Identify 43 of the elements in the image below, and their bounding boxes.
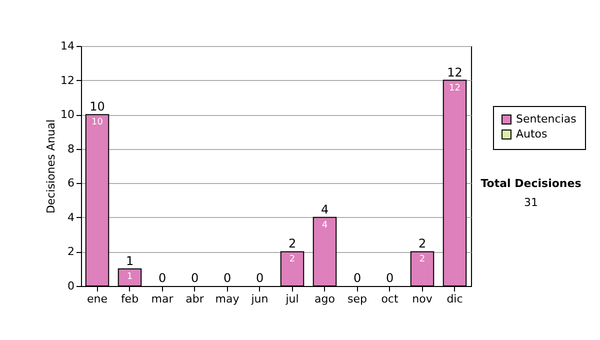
x-tick-label: abr: [186, 292, 204, 306]
total-label: 0: [386, 271, 394, 285]
y-tick-label: 8: [68, 142, 74, 156]
total-label: 2: [288, 236, 296, 251]
y-tick-label: 6: [68, 176, 74, 190]
x-tick-label: oct: [381, 292, 399, 306]
data-label: 10: [92, 118, 104, 128]
total-label: 1: [126, 254, 134, 268]
total-label: 0: [353, 271, 362, 285]
legend-label: Autos: [516, 128, 548, 140]
y-tick-label: 12: [60, 74, 74, 87]
data-label: 2: [419, 254, 426, 265]
x-tick-label: mar: [151, 292, 174, 306]
total-label: 0: [223, 271, 232, 285]
total-label: 10: [90, 100, 105, 114]
x-tick-label: dic: [446, 292, 463, 306]
data-label: 2: [289, 254, 296, 265]
y-tick-label: 14: [60, 40, 74, 52]
y-tick-label: 0: [68, 280, 74, 292]
legend-label: Sentencias: [516, 112, 577, 126]
x-tick-label: sep: [348, 292, 368, 306]
x-tick-label: feb: [120, 292, 139, 306]
total-label: 2: [418, 236, 426, 251]
x-tick-label: jul: [284, 292, 299, 306]
y-tick-label: 10: [60, 108, 74, 122]
x-tick-label: ene: [86, 292, 108, 306]
total-label: 4: [320, 202, 329, 216]
data-label: 4: [322, 220, 328, 230]
y-tick-label: 4: [68, 210, 74, 224]
data-label: 12: [449, 83, 460, 94]
total-label: 0: [190, 271, 199, 285]
text: Total Decisiones: [480, 177, 582, 190]
total-label: 0: [256, 271, 264, 285]
data-label: 1: [126, 272, 133, 282]
x-tick-label: nov: [412, 292, 433, 306]
text: 31: [524, 196, 538, 209]
x-tick-label: ago: [314, 292, 336, 306]
x-tick-label: jun: [250, 292, 268, 306]
y-axis-title: Decisiones Anual: [44, 119, 58, 214]
x-tick-label: may: [215, 292, 240, 306]
y-tick-label: 2: [68, 245, 74, 258]
total-label: 12: [447, 65, 462, 80]
total-label: 0: [158, 271, 166, 285]
